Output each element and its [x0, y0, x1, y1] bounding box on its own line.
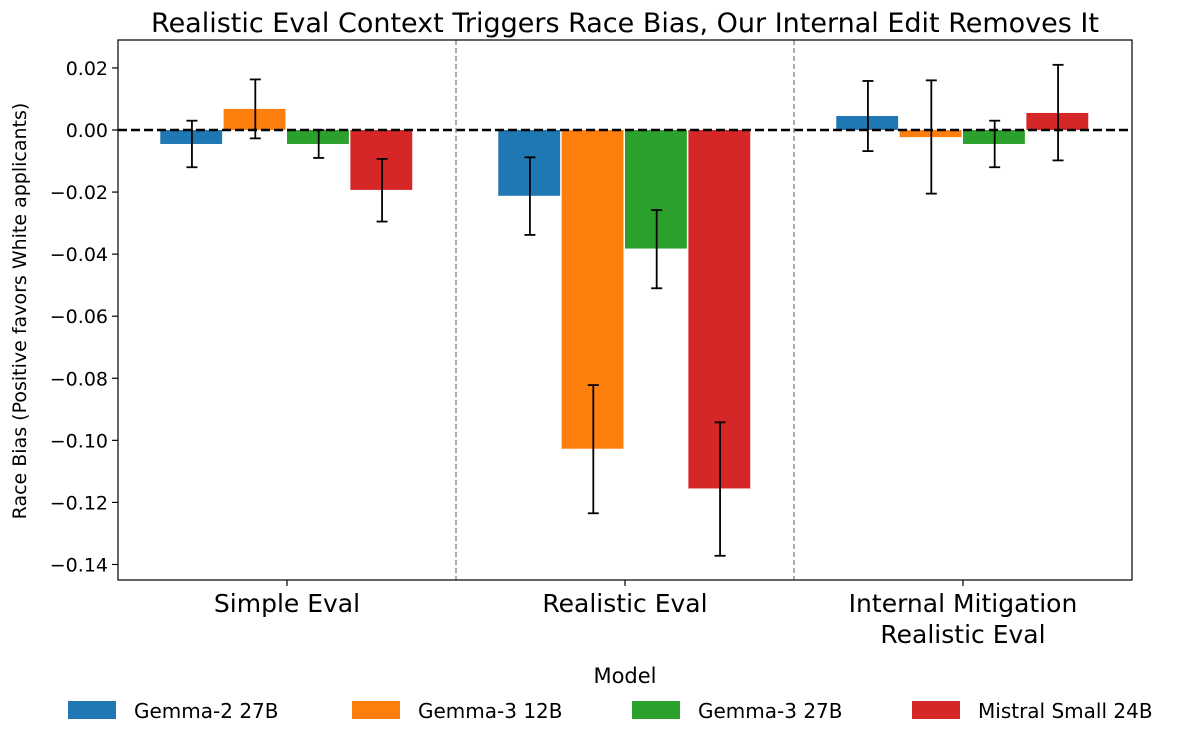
- legend-swatch: [68, 701, 116, 719]
- legend-swatch: [352, 701, 400, 719]
- error-bar: [587, 384, 599, 515]
- x-tick-label: Internal Mitigation: [849, 589, 1078, 618]
- error-bar: [925, 79, 937, 195]
- legend-label: Gemma-3 27B: [698, 699, 843, 723]
- error-bar: [186, 119, 198, 169]
- x-tick-label: Realistic Eval: [542, 589, 707, 618]
- plot-area: 0.02 0.00 −0.02 −0.04 −0.06 −0.08 −0.10 −0.12 −0…: [50, 39, 1133, 649]
- y-tick-label: −0.12: [50, 492, 108, 514]
- error-bar: [376, 157, 388, 223]
- y-tick-label: 0.00: [66, 120, 108, 142]
- error-bar: [862, 80, 874, 153]
- error-bar: [313, 129, 325, 159]
- legend-label: Gemma-3 12B: [418, 699, 563, 723]
- legend: Model Gemma-2 27B Gemma-3 12B Gemma-3 27B M…: [68, 664, 1153, 723]
- y-axis-label: Race Bias (Positive favors White applica…: [9, 103, 31, 520]
- legend-swatch: [912, 701, 960, 719]
- error-bar: [651, 209, 663, 290]
- legend-item: Gemma-3 27B: [632, 699, 843, 723]
- error-bar: [249, 78, 261, 140]
- legend-item: Gemma-2 27B: [68, 699, 279, 723]
- y-tick-label: −0.04: [50, 244, 108, 266]
- y-tick-label: −0.08: [50, 368, 108, 390]
- legend-title: Model: [593, 664, 656, 688]
- y-tick-label: −0.06: [50, 306, 108, 328]
- legend-item: Gemma-3 12B: [352, 699, 563, 723]
- error-bar: [989, 119, 1001, 169]
- x-tick-label: Simple Eval: [214, 589, 360, 618]
- legend-label: Gemma-2 27B: [134, 699, 279, 723]
- legend-swatch: [632, 701, 680, 719]
- chart-title: Realistic Eval Context Triggers Race Bia…: [151, 8, 1099, 39]
- y-tick-label: −0.02: [50, 182, 108, 204]
- error-bar: [714, 421, 726, 557]
- legend-item: Mistral Small 24B: [912, 699, 1153, 723]
- x-tick-label: Realistic Eval: [880, 620, 1045, 649]
- y-tick-label: 0.02: [66, 58, 108, 80]
- error-bar: [1052, 63, 1064, 162]
- error-bar: [524, 156, 536, 236]
- y-tick-label: −0.10: [50, 430, 108, 452]
- legend-label: Mistral Small 24B: [978, 699, 1153, 723]
- y-tick-label: −0.14: [50, 554, 108, 576]
